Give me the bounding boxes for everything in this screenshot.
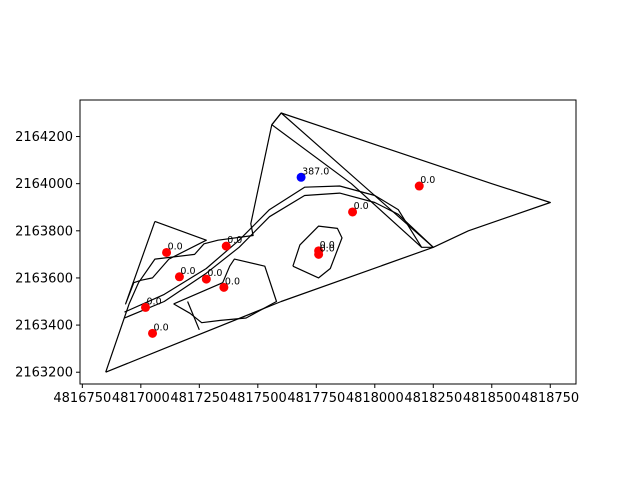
- parcel-polygons: [105, 112, 551, 373]
- y-tick-label: 2164000: [15, 177, 73, 192]
- x-tick-label: 4818250: [404, 391, 462, 406]
- point-value-label-10: 0.0: [354, 201, 369, 212]
- scatter-points: [141, 172, 424, 338]
- parcel-outline-1: [124, 220, 207, 305]
- point-value-label-9: 0.0: [320, 243, 335, 254]
- x-tick-label: 4817750: [287, 391, 345, 406]
- parcel-outline-6: [124, 185, 423, 313]
- data-point-9: [314, 249, 324, 259]
- point-value-label-6: 0.0: [147, 296, 162, 307]
- point-value-label-7: 0.0: [154, 322, 169, 333]
- data-point-6: [141, 302, 151, 312]
- x-tick-label: 4817000: [112, 391, 170, 406]
- data-point-1: [162, 247, 172, 257]
- y-tick-label: 2164200: [15, 130, 73, 145]
- x-axis: 4816750 4817000 4817250 4817500 4817750 48180…: [53, 384, 579, 406]
- x-tick-label: 4818000: [346, 391, 404, 406]
- data-point-5: [219, 282, 229, 292]
- data-point-4: [201, 274, 211, 284]
- data-point-7: [148, 328, 158, 338]
- data-point-11: [414, 181, 424, 191]
- point-value-label-3: 0.0: [180, 266, 195, 277]
- point-value-label-2: 0.0: [227, 235, 242, 246]
- point-labels: 387.00.00.00.0 0.00.00.00.00.00.00.00.0: [147, 166, 436, 333]
- y-tick-label: 2163800: [15, 224, 73, 239]
- point-value-label-1: 0.0: [168, 241, 183, 252]
- data-point-10: [348, 207, 358, 217]
- parcel-outline-3: [292, 225, 343, 279]
- x-tick-label: 4818750: [521, 391, 579, 406]
- point-value-label-8: 0.0: [320, 240, 335, 251]
- y-tick-label: 2163400: [15, 319, 73, 334]
- axes-frame: [79, 99, 577, 385]
- y-tick-label: 2163600: [15, 271, 73, 286]
- parcel-outline-2: [173, 258, 278, 324]
- x-tick-label: 4817500: [229, 391, 287, 406]
- parcel-outline-5: [124, 192, 434, 319]
- point-value-label-5: 0.0: [225, 276, 240, 287]
- y-axis: 2163200 2163400 2163600 2163800 2164000 21642…: [15, 130, 80, 381]
- point-value-label-4: 0.0: [207, 268, 222, 279]
- y-tick-label: 2163200: [15, 366, 73, 381]
- x-tick-label: 4818500: [463, 391, 521, 406]
- data-point-0: [296, 172, 306, 182]
- data-point-2: [221, 241, 231, 251]
- parcel-outline-0: [105, 112, 551, 373]
- point-value-label-0: 387.0: [302, 166, 329, 177]
- x-tick-label: 4817250: [170, 391, 228, 406]
- data-point-3: [174, 272, 184, 282]
- parcel-outline-7: [187, 301, 200, 331]
- parcel-outline-4: [271, 112, 434, 248]
- x-tick-label: 4816750: [53, 391, 111, 406]
- point-value-label-11: 0.0: [420, 175, 435, 186]
